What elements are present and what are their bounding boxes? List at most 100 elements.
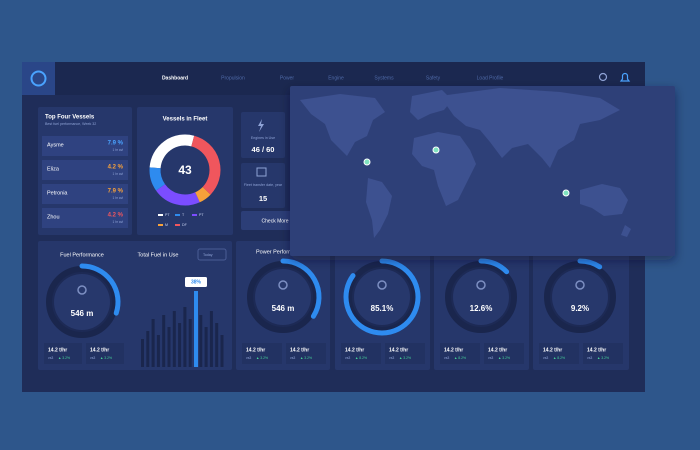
vessel-name: Aysme [47, 142, 64, 148]
gauge-inner [354, 269, 410, 325]
vessel-row [42, 136, 128, 156]
donut-segment [149, 167, 166, 191]
stat-value: 14.2 t/hr [290, 347, 309, 353]
logo-icon [30, 70, 47, 87]
stat-change: ▲ 3.2% [300, 356, 312, 360]
vessel-row [42, 184, 128, 204]
stat-ref: vs3 [246, 356, 251, 360]
fuel-bar [172, 311, 176, 367]
fuel-bar [156, 335, 160, 367]
fuel-bar [204, 327, 208, 367]
filter-label[interactable]: Today [203, 253, 213, 257]
gauge-inner [552, 269, 608, 325]
stat-change: ▲ 3.2% [597, 356, 609, 360]
gauge-inner [255, 269, 311, 325]
nav-item[interactable]: Safety [426, 75, 441, 81]
nav-item[interactable]: Systems [374, 75, 394, 81]
card [137, 107, 233, 235]
stat-box [484, 343, 524, 364]
stat-ref: vs3 [389, 356, 394, 360]
gauge-icon [476, 280, 486, 290]
button-label[interactable]: Check More [262, 218, 289, 224]
donut-segment [156, 183, 200, 206]
legend-label: PT [199, 213, 204, 217]
nav-item[interactable]: Load Profile [477, 75, 504, 81]
map-panel [290, 86, 675, 256]
vessel-name: Eliza [47, 166, 60, 172]
stat-change: ▲ 8.2% [355, 356, 367, 360]
card-title: Total Fuel in Use [138, 252, 179, 258]
card-subtitle: Best fuel performance, Week 32 [45, 122, 96, 126]
check-more-button[interactable] [241, 211, 293, 230]
fuel-bar [194, 291, 198, 367]
vessel-value: 4.2 % [108, 213, 124, 219]
tile-label: Fleet transfer date, year [244, 183, 283, 187]
nav-item[interactable]: Dashboard [162, 75, 188, 81]
gauge-icon [77, 285, 87, 295]
card-title: Vessels in Fleet [163, 117, 208, 123]
gauge-value: 9.2% [571, 304, 589, 313]
stat-ref: vs3 [290, 356, 295, 360]
vessel-note: 1 hr avl [113, 196, 124, 200]
vessel-row [42, 208, 128, 228]
stat-box [539, 343, 579, 364]
vessel-value: 7.9 % [108, 189, 124, 195]
nav-item[interactable]: Power [280, 75, 295, 81]
vessel-value: 4.2 % [108, 165, 124, 171]
stat-value: 14.2 t/hr [488, 347, 507, 353]
stat-value: 14.2 t/hr [48, 347, 67, 353]
gauge-icon [377, 280, 387, 290]
stat-change: ▲ 3.2% [399, 356, 411, 360]
gauge-arc [280, 258, 322, 319]
nav-item[interactable]: Engine [328, 75, 344, 81]
stat-value: 14.2 t/hr [389, 347, 408, 353]
vessel-note: 1 hr avl [113, 148, 124, 152]
tile-label: Engines in Use [251, 136, 275, 140]
fuel-bar [199, 315, 203, 367]
stat-box [286, 343, 326, 364]
fuel-bar [167, 327, 171, 367]
stat-value: 14.2 t/hr [543, 347, 562, 353]
stat-ref: vs3 [587, 356, 592, 360]
fleet-total: 43 [178, 163, 192, 177]
stat-box [583, 343, 623, 364]
fuel-bar [188, 319, 192, 367]
legend-swatch [175, 214, 180, 216]
stat-change: ▲ 8.2% [454, 356, 466, 360]
fuel-bar [146, 331, 150, 367]
donut-segment [149, 134, 195, 169]
gauge-arc [79, 263, 121, 316]
fuel-bar [178, 323, 182, 367]
stat-ref: vs3 [488, 356, 493, 360]
stat-value: 14.2 t/hr [444, 347, 463, 353]
legend-label: PT [165, 213, 170, 217]
map-marker[interactable] [562, 189, 570, 197]
vessel-note: 1 hr avl [113, 172, 124, 176]
vessel-name: Zhou [47, 214, 60, 220]
gauge-value: 85.1% [371, 304, 394, 313]
stat-ref: vs3 [444, 356, 449, 360]
filter-dropdown[interactable] [197, 248, 227, 261]
gauge-value: 546 m [71, 309, 94, 318]
stat-ref: vs3 [345, 356, 350, 360]
stat-box [385, 343, 425, 364]
bolt-icon [258, 119, 264, 132]
map-marker[interactable] [432, 146, 440, 154]
map-marker[interactable] [363, 158, 371, 166]
search-icon[interactable] [598, 72, 608, 82]
stat-change: ▲ 3.2% [100, 356, 112, 360]
continents [300, 88, 631, 238]
tile [241, 163, 285, 208]
legend-swatch [175, 224, 180, 226]
stat-value: 14.2 t/hr [246, 347, 265, 353]
tile-value: 46 / 60 [252, 145, 275, 154]
donut-segment [191, 135, 221, 195]
legend-swatch [158, 224, 163, 226]
stat-ref: vs3 [543, 356, 548, 360]
stat-box [86, 343, 124, 364]
card-title: Top Four Vessels [45, 115, 95, 121]
nav-item[interactable]: Propulsion [221, 75, 245, 81]
bell-icon[interactable] [619, 72, 631, 82]
gauge-value: 12.6% [470, 304, 493, 313]
